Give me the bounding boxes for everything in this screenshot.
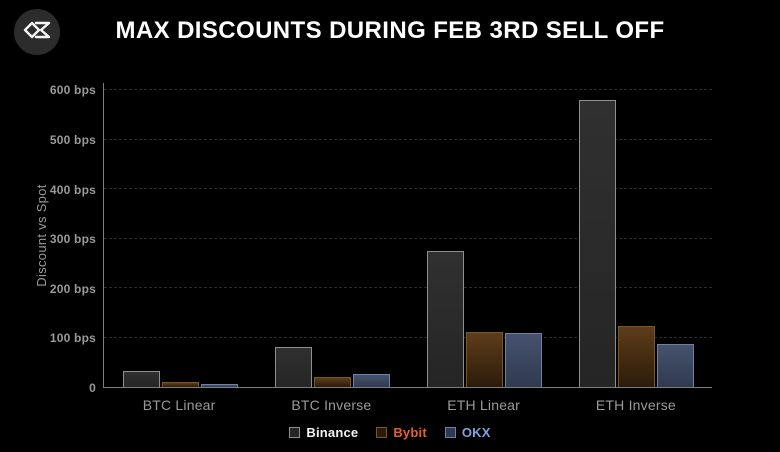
bar-binance-eth-inverse [578, 100, 616, 387]
legend-item-okx[interactable]: OKX [444, 425, 491, 440]
x-label-btc-linear: BTC Linear [142, 397, 216, 413]
bar-okx-eth-linear [504, 333, 542, 387]
bar-groups [104, 83, 712, 387]
bar-group-eth-inverse [560, 83, 712, 387]
y-tick-500: 500 bps [49, 133, 96, 148]
legend: Binance Bybit OKX [0, 425, 780, 440]
gridline-300 [104, 237, 712, 239]
y-tick-100: 100 bps [49, 331, 96, 346]
gridline-200 [104, 287, 712, 289]
y-tick-400: 400 bps [49, 182, 96, 197]
brand-logo [14, 9, 60, 55]
legend-swatch-okx [444, 427, 456, 438]
gridline-100 [104, 336, 712, 338]
legend-swatch-binance [289, 427, 301, 438]
bar-okx-btc-linear [200, 383, 238, 387]
legend-item-binance[interactable]: Binance [289, 425, 358, 440]
bar-okx-eth-inverse [656, 344, 694, 387]
x-label-eth-inverse: ETH Inverse [595, 397, 676, 413]
bar-okx-btc-inverse [352, 374, 390, 387]
bar-bybit-eth-linear [465, 331, 503, 387]
y-tick-0: 0 [89, 381, 96, 395]
plot-area [103, 83, 712, 388]
legend-label-bybit: Bybit [393, 425, 427, 440]
bar-group-btc-linear [104, 83, 256, 387]
y-tick-300: 300 bps [49, 232, 96, 247]
gridline-600 [104, 89, 712, 91]
bar-group-btc-inverse [256, 83, 408, 387]
legend-item-bybit[interactable]: Bybit [376, 425, 427, 440]
sigma-diamond-icon [22, 17, 52, 48]
chart-title: MAX DISCOUNTS DURING FEB 3RD SELL OFF [115, 17, 665, 44]
bar-group-eth-linear [408, 83, 560, 387]
gridline-400 [104, 188, 712, 190]
bar-bybit-btc-inverse [313, 376, 351, 387]
legend-swatch-bybit [376, 427, 388, 438]
bar-bybit-btc-linear [161, 381, 199, 387]
y-axis-ticks: 600 bps 500 bps 400 bps 300 bps 200 bps 100 b… [0, 83, 96, 395]
bar-binance-eth-linear [426, 251, 464, 387]
x-label-eth-linear: ETH Linear [447, 397, 521, 413]
legend-label-binance: Binance [306, 425, 359, 440]
x-label-btc-inverse: BTC Inverse [291, 397, 372, 413]
y-tick-600: 600 bps [49, 83, 96, 98]
bar-binance-btc-inverse [274, 347, 312, 387]
gridline-500 [104, 138, 712, 140]
x-axis-labels: BTC Linear BTC Inverse ETH Linear ETH Inver… [103, 397, 712, 413]
legend-label-okx: OKX [461, 425, 491, 440]
bar-bybit-eth-inverse [617, 325, 655, 387]
y-tick-200: 200 bps [49, 281, 96, 296]
bar-binance-btc-linear [122, 371, 160, 387]
